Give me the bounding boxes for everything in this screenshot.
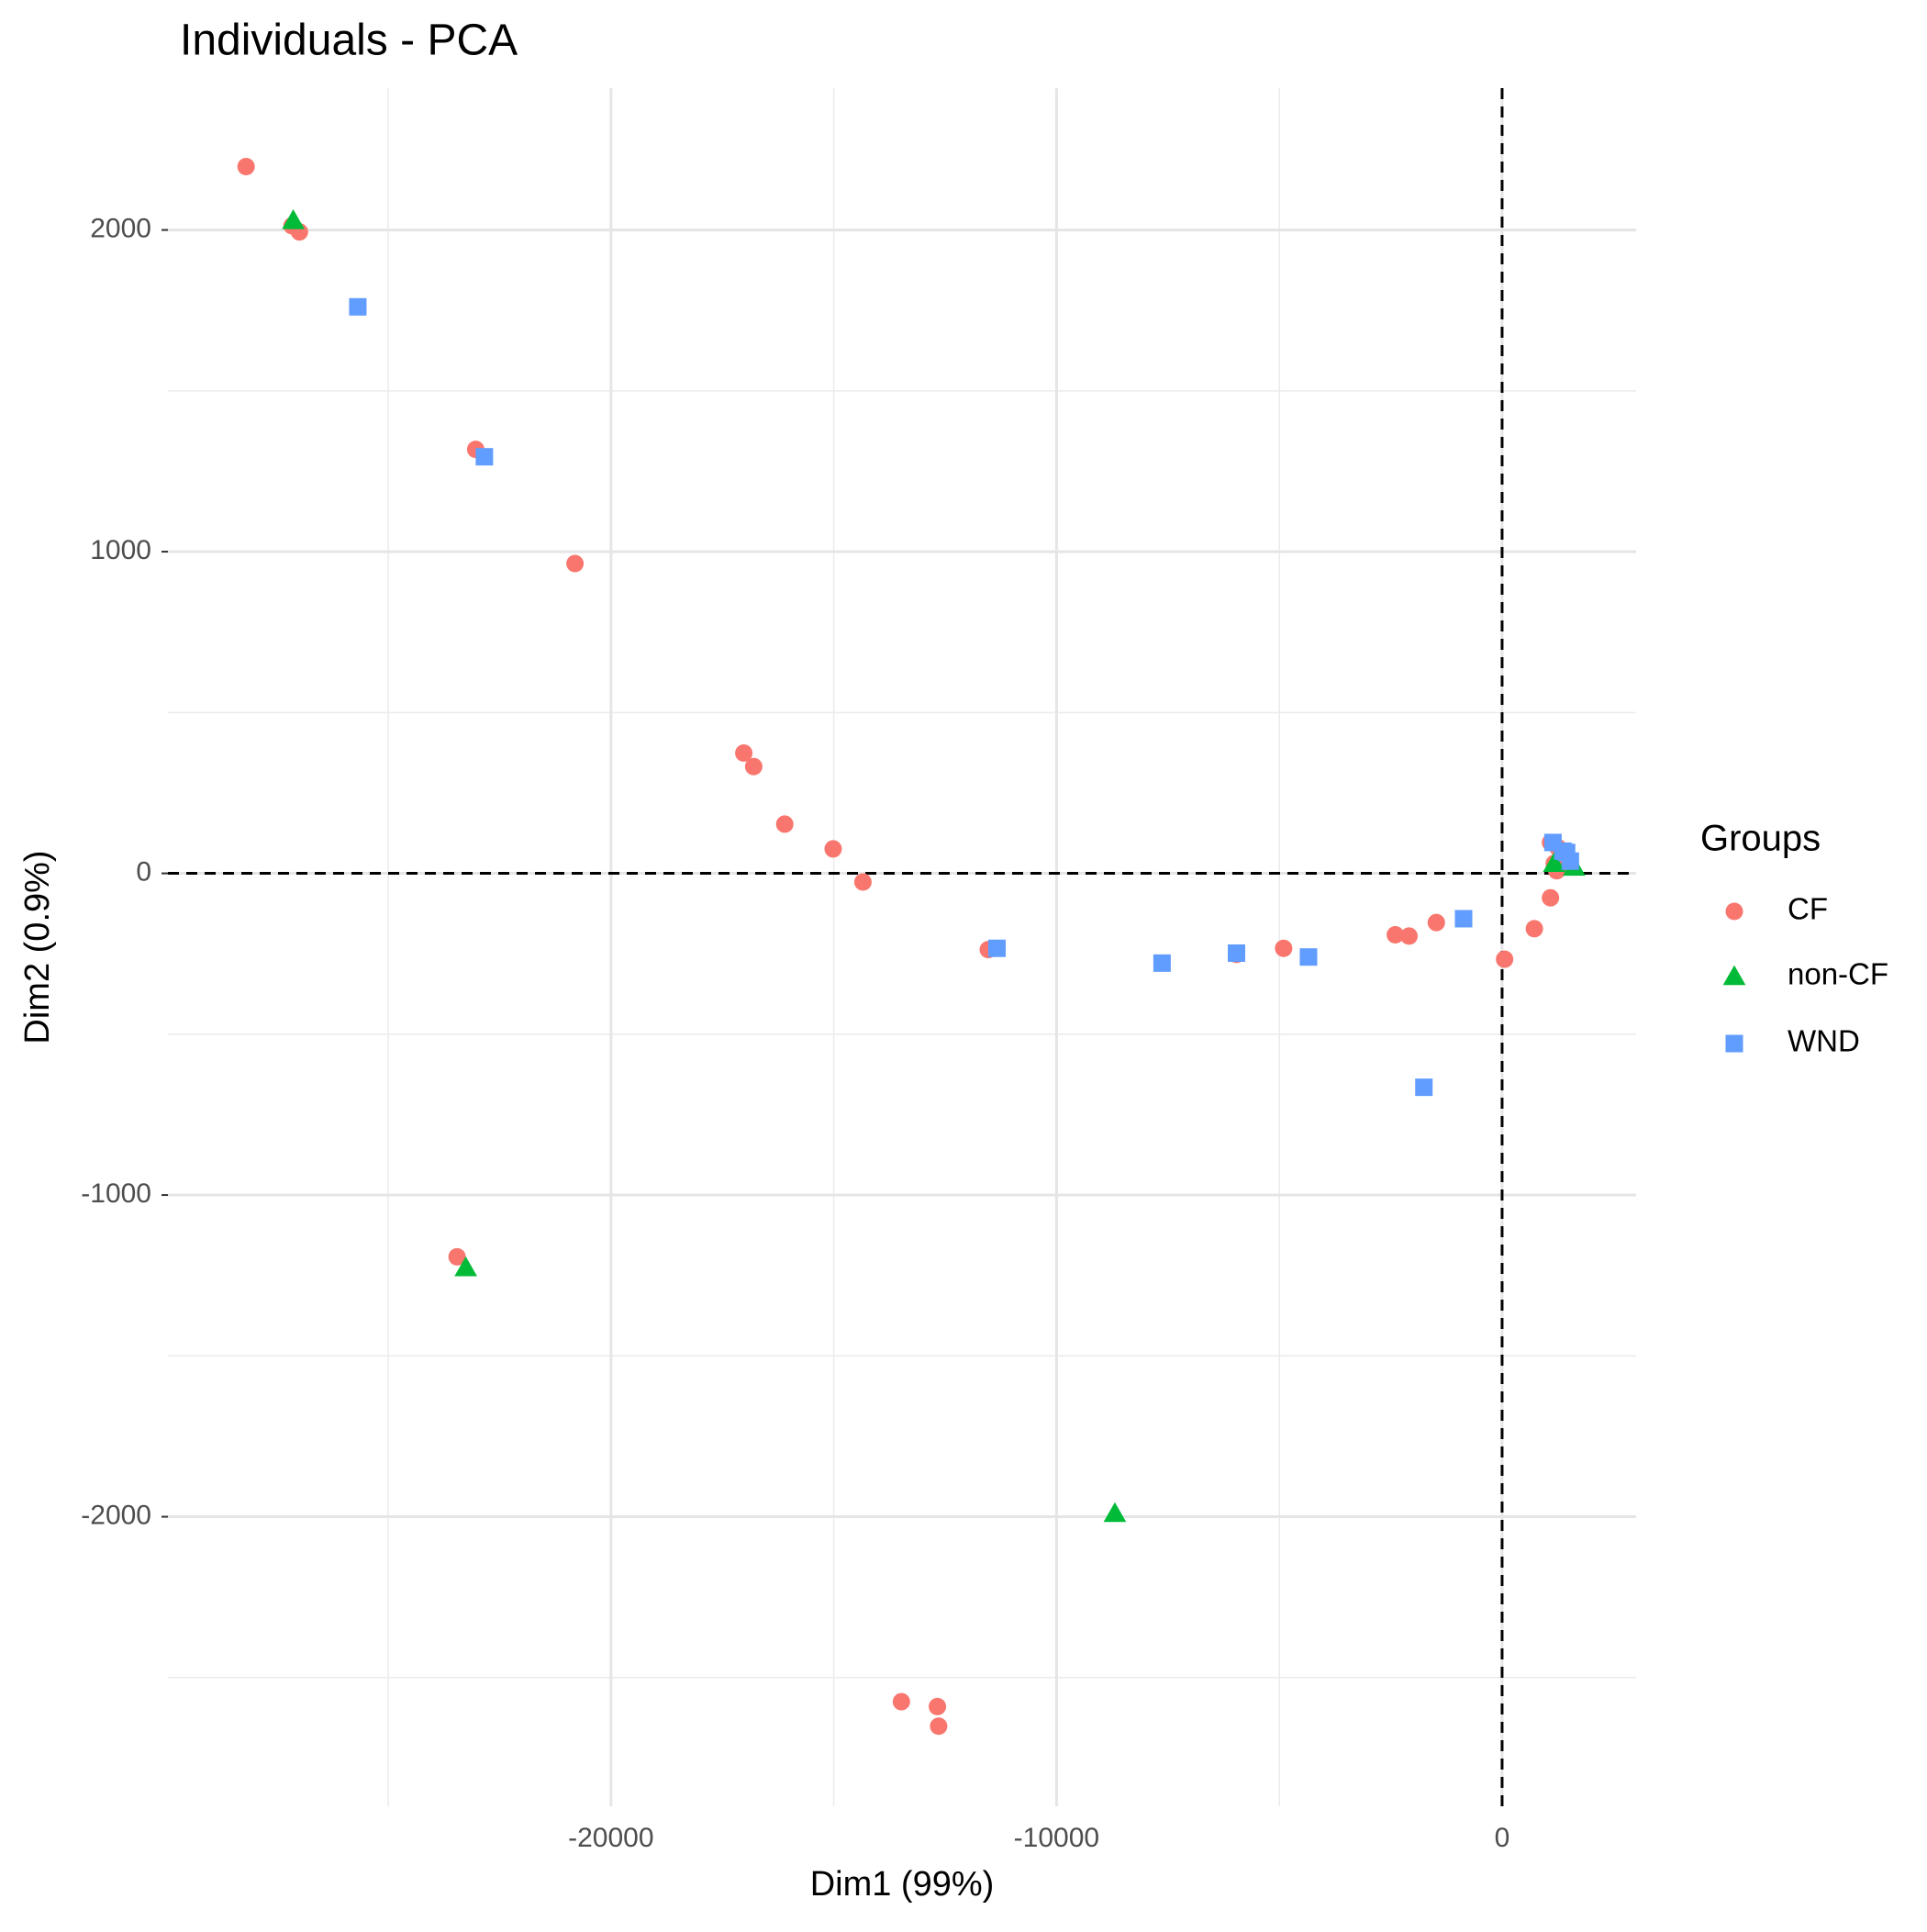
- point: [824, 840, 842, 858]
- point: [987, 939, 1006, 957]
- point: [1496, 950, 1514, 968]
- x-tick-label: 0: [1495, 1823, 1510, 1853]
- point: [735, 743, 753, 762]
- point: [1542, 888, 1560, 907]
- chart-title: Individuals - PCA: [180, 17, 518, 65]
- point: [454, 1256, 477, 1277]
- point: [775, 815, 794, 833]
- y-tick-label: 0: [136, 856, 151, 887]
- point: [1387, 926, 1405, 944]
- x-tick-label: -10000: [1014, 1823, 1099, 1853]
- y-tick-label: 2000: [90, 213, 151, 243]
- point: [448, 1247, 466, 1266]
- point: [1275, 939, 1293, 957]
- y-tick-label: -2000: [81, 1500, 151, 1530]
- point: [929, 1697, 947, 1715]
- point: [930, 1717, 948, 1736]
- y-tick-label: -1000: [81, 1178, 151, 1209]
- point: [853, 873, 872, 891]
- y-tick-label: 1000: [90, 535, 151, 565]
- legend-label: WND: [1788, 1024, 1860, 1058]
- point: [1299, 948, 1318, 966]
- x-axis-title: Dim1 (99%): [810, 1865, 995, 1904]
- point: [1153, 954, 1171, 972]
- point: [566, 554, 585, 573]
- point: [1454, 910, 1473, 928]
- point: [1400, 927, 1419, 945]
- point: [1525, 920, 1543, 938]
- y-axis-title: Dim2 (0.9%): [18, 850, 57, 1044]
- point: [1561, 852, 1579, 870]
- point: [1103, 1502, 1127, 1523]
- point: [237, 158, 255, 176]
- legend-label: CF: [1788, 892, 1828, 926]
- point: [1415, 1078, 1433, 1097]
- legend-marker: [1725, 1034, 1743, 1053]
- point: [1543, 852, 1566, 872]
- legend-marker: [1725, 902, 1743, 921]
- point: [1228, 944, 1246, 962]
- legend-title: Groups: [1700, 819, 1821, 859]
- legend-marker: [1722, 965, 1746, 986]
- point: [282, 209, 305, 229]
- point: [744, 757, 763, 776]
- legend-label: non-CF: [1788, 957, 1888, 991]
- point: [349, 297, 367, 316]
- point: [892, 1692, 910, 1711]
- point: [475, 448, 494, 466]
- x-tick-label: -20000: [568, 1823, 653, 1853]
- point: [1427, 913, 1445, 932]
